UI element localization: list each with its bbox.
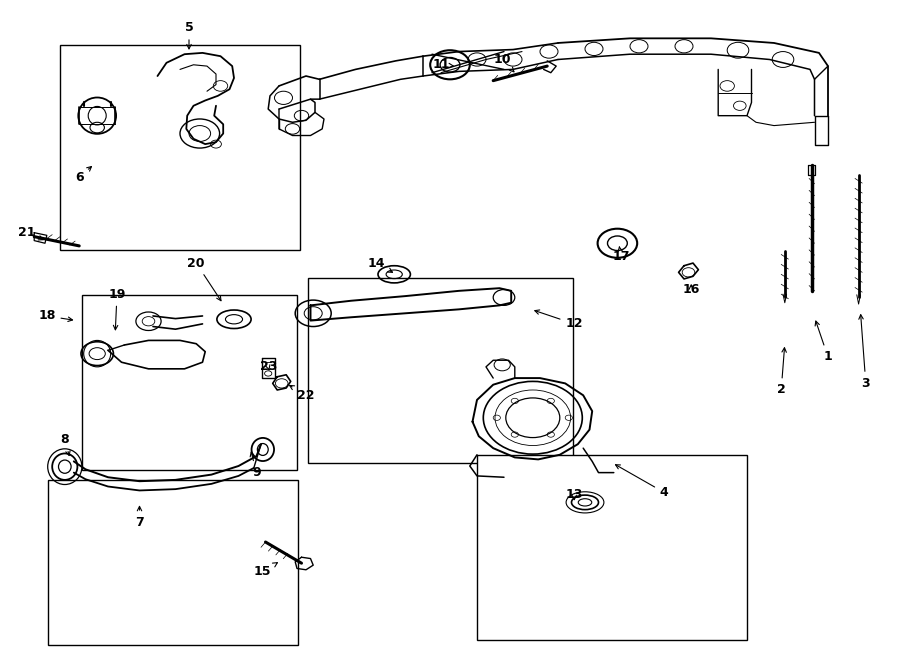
Bar — [82, 295, 297, 470]
Text: 21: 21 — [18, 226, 43, 240]
Text: 3: 3 — [859, 315, 870, 390]
Text: 15: 15 — [254, 563, 277, 578]
Text: 23: 23 — [259, 360, 277, 373]
Text: 16: 16 — [682, 283, 700, 296]
Text: 11: 11 — [432, 58, 454, 71]
Bar — [308, 278, 573, 463]
Text: 1: 1 — [815, 321, 832, 364]
Text: 19: 19 — [108, 288, 126, 330]
Text: 8: 8 — [60, 433, 70, 455]
Text: 4: 4 — [616, 465, 669, 499]
Text: 13: 13 — [565, 488, 583, 501]
Bar — [477, 455, 747, 640]
Text: 10: 10 — [493, 53, 514, 72]
Text: 6: 6 — [75, 167, 92, 184]
Text: 22: 22 — [290, 385, 315, 402]
Text: 5: 5 — [184, 21, 194, 49]
Text: 2: 2 — [777, 348, 787, 397]
Text: 18: 18 — [38, 309, 73, 323]
Bar — [60, 45, 300, 250]
Text: 20: 20 — [187, 256, 221, 301]
Text: 17: 17 — [612, 247, 630, 263]
Text: 14: 14 — [367, 256, 392, 272]
Bar — [48, 480, 298, 645]
Text: 9: 9 — [250, 452, 261, 479]
Text: 7: 7 — [135, 506, 144, 529]
Text: 12: 12 — [535, 310, 583, 330]
